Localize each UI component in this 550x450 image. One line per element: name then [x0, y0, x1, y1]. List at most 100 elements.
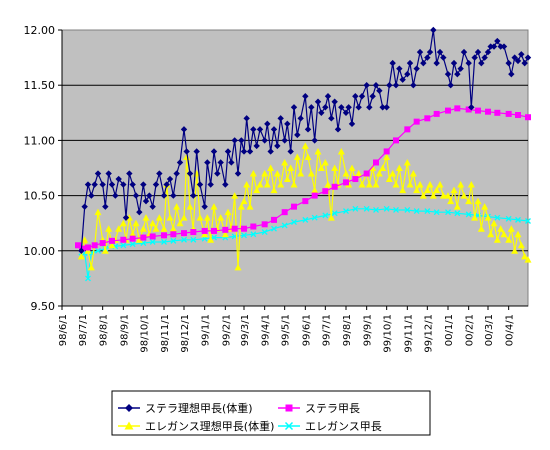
data-point: [342, 109, 350, 116]
data-point: [444, 192, 452, 199]
data-point: [112, 192, 119, 199]
data-point: [115, 225, 123, 232]
data-point: [271, 225, 277, 232]
data-point: [183, 148, 190, 155]
data-point: [406, 59, 414, 67]
data-point: [166, 214, 174, 221]
data-point: [256, 181, 264, 188]
data-point: [358, 93, 366, 100]
data-point: [250, 223, 257, 230]
data-point: [327, 214, 335, 221]
data-point: [487, 43, 494, 50]
x-tick-label: 99/12/1: [423, 314, 434, 353]
data-point: [281, 209, 288, 216]
data-point: [224, 148, 232, 155]
data-point: [348, 164, 356, 171]
y-tick-label: 10.50: [24, 190, 56, 203]
data-point: [521, 252, 529, 260]
data-point: [331, 210, 338, 217]
data-point: [331, 98, 338, 105]
data-point: [170, 231, 177, 238]
data-point: [290, 104, 298, 111]
data-point: [366, 104, 373, 111]
x-tick-label: 99/4/1: [261, 314, 272, 346]
data-point: [207, 236, 215, 243]
data-point: [196, 214, 204, 221]
data-point: [348, 120, 356, 128]
data-point: [511, 247, 519, 254]
data-point: [271, 216, 277, 223]
data-point: [152, 225, 160, 232]
x-tick-label: 99/8/1: [342, 314, 353, 346]
data-point: [525, 218, 531, 224]
data-point: [210, 203, 218, 210]
data-point: [261, 170, 269, 177]
data-point: [99, 181, 106, 188]
data-point: [450, 59, 458, 67]
data-point: [207, 181, 214, 188]
data-point: [304, 126, 312, 133]
data-point: [270, 126, 278, 133]
data-point: [183, 153, 191, 160]
data-point: [429, 192, 437, 199]
data-point: [170, 237, 177, 244]
data-point: [373, 159, 379, 166]
data-point: [518, 51, 525, 58]
data-point: [369, 93, 376, 100]
data-point: [386, 82, 393, 89]
data-point: [525, 114, 531, 121]
data-point: [511, 54, 518, 61]
data-point: [274, 142, 281, 150]
data-point: [129, 230, 137, 238]
data-point: [120, 236, 127, 243]
data-point: [314, 98, 322, 105]
data-point: [322, 104, 329, 111]
data-point: [261, 221, 268, 228]
data-point: [393, 206, 399, 213]
data-point: [465, 211, 472, 218]
data-point: [409, 170, 417, 177]
data-point: [311, 192, 318, 199]
data-point: [246, 203, 254, 210]
data-point: [261, 229, 268, 235]
series-1: [75, 105, 531, 252]
legend-item-3: エレガンス甲長: [278, 420, 382, 433]
data-point: [500, 230, 508, 238]
data-point: [293, 153, 301, 160]
data-point: [410, 82, 417, 89]
data-point: [311, 137, 318, 144]
data-point: [287, 148, 294, 155]
series-2: [77, 142, 532, 271]
data-point: [419, 192, 427, 199]
data-point: [85, 244, 91, 251]
data-point: [424, 54, 431, 61]
data-point: [505, 110, 512, 117]
data-point: [467, 181, 475, 188]
data-point: [301, 142, 309, 149]
data-point: [413, 118, 420, 125]
data-point: [94, 170, 102, 177]
data-point: [120, 242, 127, 249]
data-point: [396, 65, 403, 72]
data-point: [190, 192, 197, 199]
data-point: [363, 82, 370, 89]
data-point: [392, 82, 400, 89]
data-point: [91, 181, 98, 188]
data-point: [365, 181, 373, 188]
data-point: [222, 181, 229, 188]
data-point: [231, 225, 238, 232]
data-point: [211, 234, 217, 241]
data-point: [129, 181, 136, 188]
data-point: [291, 203, 297, 210]
data-point: [404, 126, 411, 133]
legend-marker-3: [284, 421, 294, 431]
data-point: [132, 219, 140, 227]
data-point: [186, 203, 194, 210]
x-tick-label: 98/11/1: [160, 314, 171, 353]
legend-marker-0: [125, 404, 133, 412]
series-layer: [75, 26, 532, 282]
data-point: [231, 192, 239, 199]
data-point: [170, 192, 177, 199]
data-point: [302, 93, 309, 100]
data-point: [135, 236, 143, 243]
